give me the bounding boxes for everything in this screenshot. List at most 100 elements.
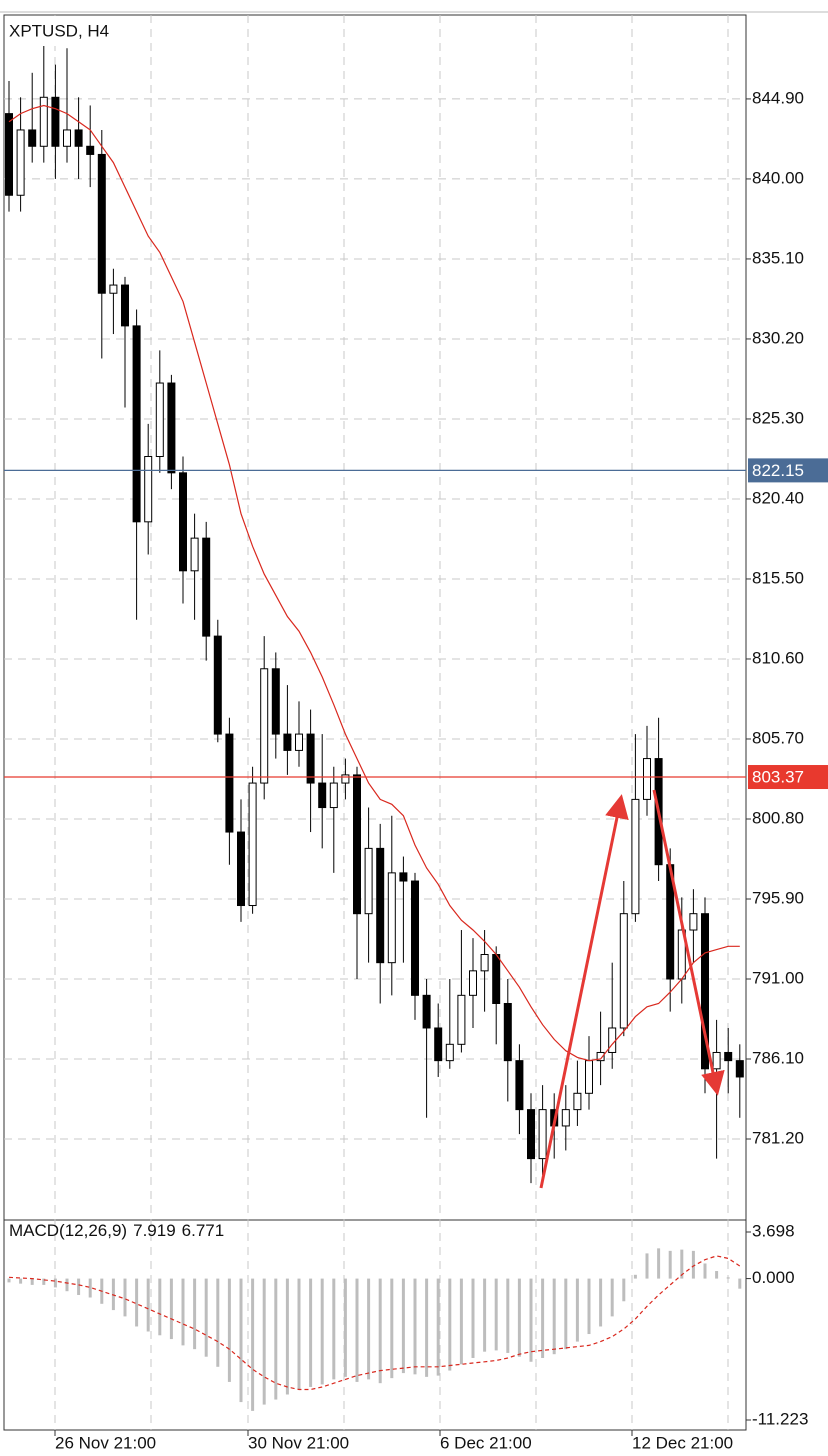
candle-body: [399, 872, 408, 882]
candle-body: [561, 1109, 570, 1127]
candle-body: [469, 970, 477, 996]
macd-bar: [320, 1278, 324, 1385]
candle-body: [515, 1060, 524, 1111]
candle-body: [51, 96, 60, 147]
macd-bar: [541, 1278, 545, 1358]
macd-bar: [425, 1278, 429, 1377]
candle-body: [86, 145, 95, 155]
macd-bar: [146, 1278, 150, 1332]
x-tick-label: 12 Dec 21:00: [632, 1433, 733, 1452]
macd-bar: [645, 1253, 649, 1279]
macd-bar: [378, 1278, 382, 1384]
candle-body: [422, 994, 431, 1029]
candle-body: [202, 537, 211, 637]
macd-bar: [529, 1278, 533, 1362]
macd-bar: [135, 1278, 139, 1327]
macd-bar: [599, 1278, 603, 1327]
candle-body: [631, 798, 640, 915]
candle-body: [283, 733, 292, 751]
candle-body: [364, 847, 373, 915]
candle-body: [329, 782, 338, 809]
trend-arrow: [539, 794, 629, 1189]
candle-body: [735, 1060, 744, 1078]
candle-body: [643, 758, 651, 800]
macd-bar: [111, 1278, 115, 1311]
macd-bar: [668, 1250, 672, 1279]
candle-body: [341, 774, 350, 784]
price-line-label-bg: [748, 458, 828, 483]
macd-bar: [691, 1250, 695, 1279]
annotations: [539, 789, 725, 1189]
x-tick-label: 30 Nov 21:00: [248, 1433, 349, 1452]
macd-bar: [239, 1278, 243, 1403]
candle-body: [712, 1051, 721, 1070]
candle-body: [132, 325, 141, 523]
marks: [4, 31, 746, 1411]
macd-bar: [169, 1278, 173, 1340]
chart-title: XPTUSD, H4: [9, 21, 109, 40]
macd-bar: [309, 1278, 313, 1387]
y-tick-label: 825.30: [752, 408, 804, 427]
macd-bar: [19, 1278, 23, 1284]
macd-bar: [274, 1278, 278, 1400]
x-tick-label: 26 Nov 21:00: [55, 1433, 156, 1452]
moving-average-line: [8, 104, 740, 1062]
macd-bar: [123, 1278, 127, 1317]
macd-bar: [657, 1248, 661, 1279]
y-tick-label: 795.90: [752, 888, 804, 907]
candle-body: [28, 129, 37, 147]
macd-bar: [564, 1278, 568, 1350]
macd-bar: [610, 1278, 614, 1317]
candle-body: [608, 1027, 617, 1053]
macd-bar: [251, 1278, 255, 1411]
candle-body: [619, 913, 628, 1029]
candle-body: [445, 1043, 454, 1062]
macd-bar: [494, 1278, 498, 1351]
macd-bar: [332, 1278, 336, 1380]
candle-body: [39, 96, 48, 147]
y-tick-label: 840.00: [752, 168, 804, 187]
macd-bar: [622, 1278, 626, 1302]
y2-tick-label: 3.698: [752, 1221, 795, 1240]
candle-body: [538, 1109, 547, 1160]
macd-bar: [401, 1278, 405, 1374]
macd-bar: [552, 1278, 556, 1355]
macd-name: MACD(12,26,9): [9, 1221, 127, 1240]
title-bg: [5, 16, 127, 46]
macd-bar: [367, 1278, 371, 1380]
macd-bar: [726, 1277, 730, 1279]
macd-bar: [483, 1278, 487, 1352]
candle-body: [248, 782, 257, 907]
macd-label: MACD(12,26,9) 7.919 6.771: [9, 1221, 224, 1240]
price-line-label: 822.15: [752, 461, 804, 480]
y-tick-label: 830.20: [752, 328, 804, 347]
x-tick-label: 6 Dec 21:00: [440, 1433, 532, 1452]
candle-body: [225, 733, 234, 833]
macd-bar: [459, 1278, 463, 1365]
candle-body: [492, 954, 501, 1004]
candle-body: [63, 129, 71, 147]
y-tick-label: 844.90: [752, 88, 804, 107]
candle-body: [353, 774, 361, 915]
candle-body: [503, 1002, 512, 1062]
candle-body: [155, 382, 164, 458]
macd-readout: 6.771: [182, 1221, 225, 1240]
candle-body: [573, 1092, 582, 1111]
candle-body: [724, 1051, 733, 1062]
macd-bar: [738, 1278, 742, 1289]
macd-bar: [158, 1278, 162, 1336]
y-tick-label: 786.10: [752, 1048, 804, 1067]
candle-body: [5, 113, 13, 196]
candle-body: [387, 872, 396, 964]
macd-bar: [262, 1278, 266, 1405]
labels: 844.90 840.00 835.10 830.20 825.30 820.40 815.…: [55, 88, 828, 1452]
candle-body: [527, 1109, 535, 1160]
macd-signal-line: [8, 1255, 741, 1391]
macd-bar: [216, 1278, 220, 1367]
macd-bar: [7, 1278, 11, 1283]
macd-readout: 7.919: [133, 1221, 176, 1240]
macd-bar: [355, 1278, 359, 1382]
candle-body: [213, 635, 222, 735]
macd-bar: [448, 1278, 452, 1371]
